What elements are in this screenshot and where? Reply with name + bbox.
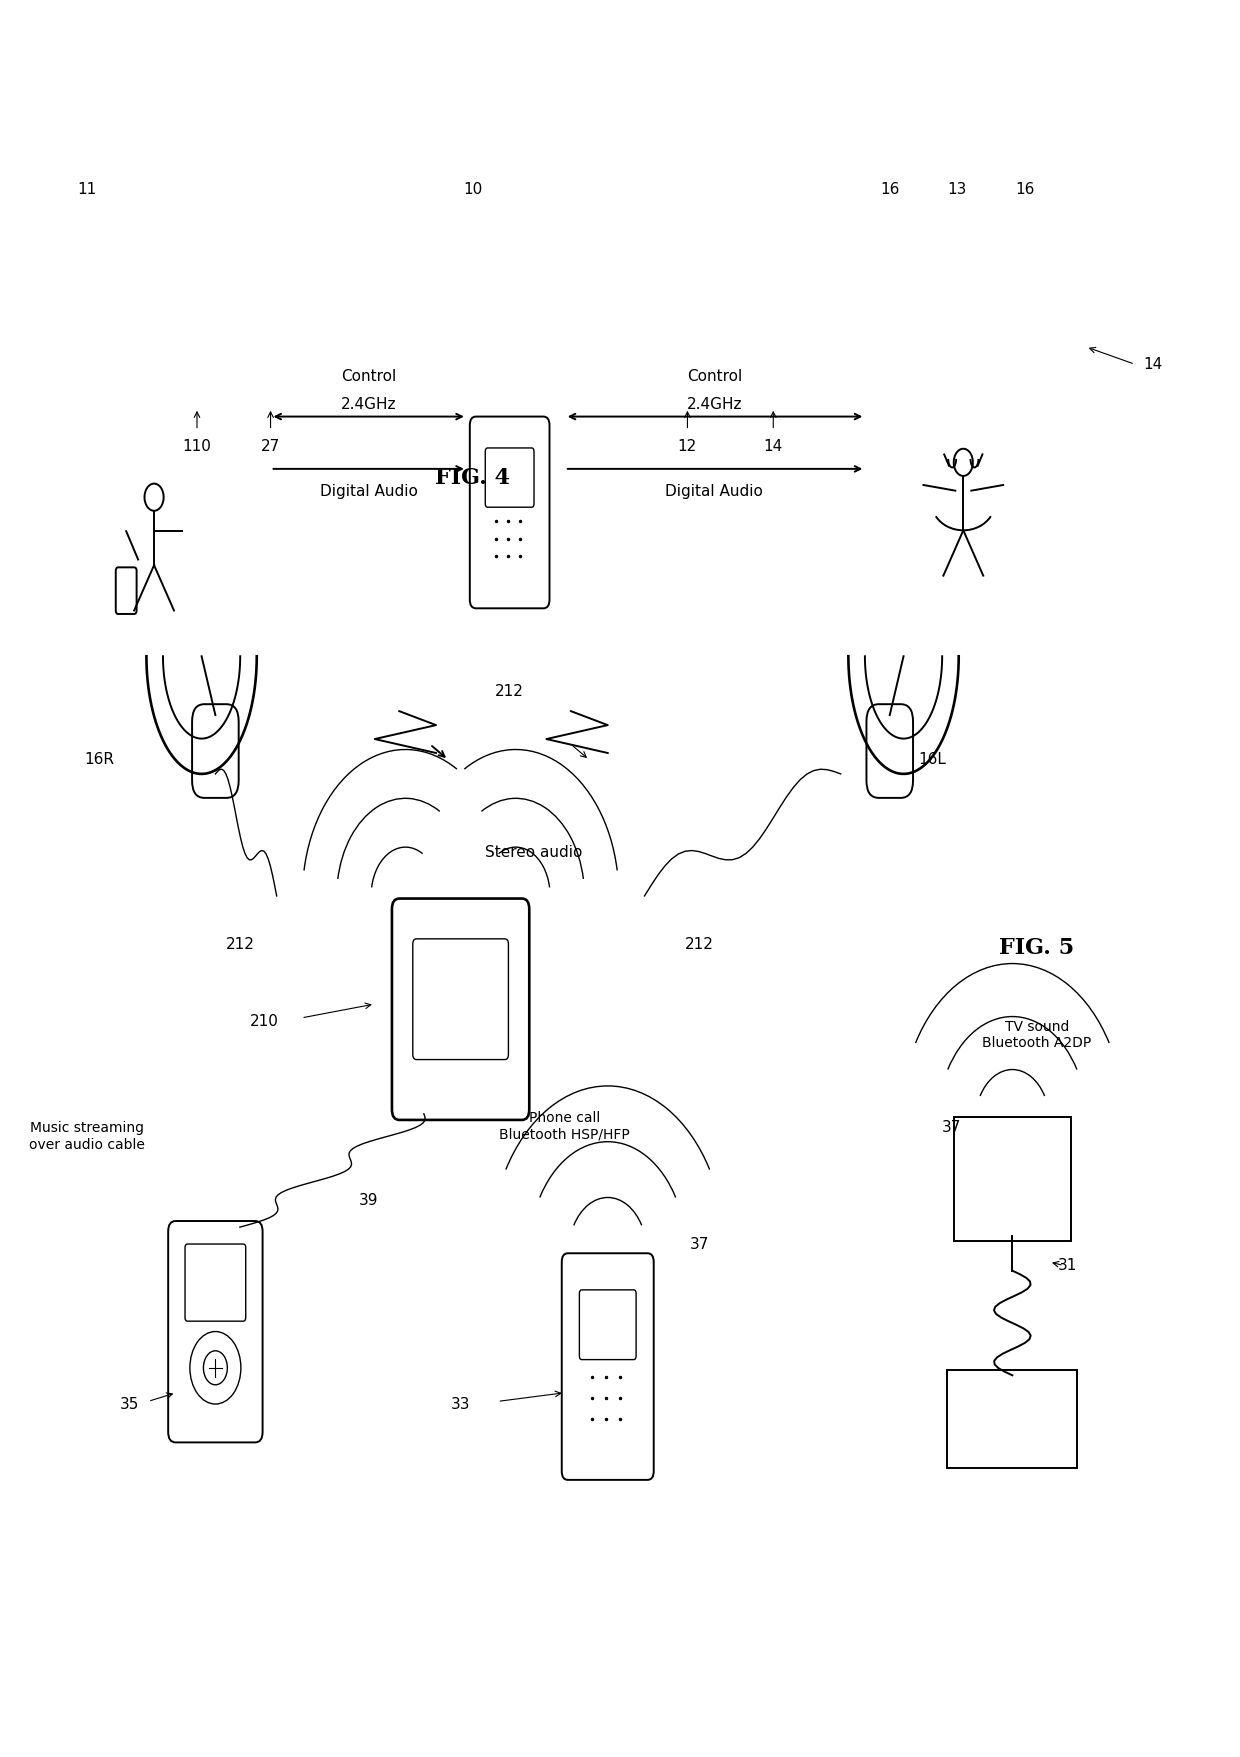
Text: 13: 13: [947, 183, 967, 197]
Text: 16R: 16R: [84, 752, 114, 768]
Text: 12: 12: [678, 439, 697, 453]
Text: 212: 212: [226, 936, 254, 952]
Text: 2.4GHz: 2.4GHz: [341, 397, 397, 411]
Text: Digital Audio: Digital Audio: [320, 483, 418, 499]
Text: 212: 212: [495, 685, 525, 699]
Text: Control: Control: [341, 369, 397, 385]
Text: Phone call
Bluetooth HSP/HFP: Phone call Bluetooth HSP/HFP: [500, 1110, 630, 1140]
Text: 31: 31: [1058, 1258, 1078, 1274]
Text: Control: Control: [687, 369, 742, 385]
Text: 110: 110: [182, 439, 212, 453]
Text: Music streaming
over audio cable: Music streaming over audio cable: [29, 1121, 145, 1151]
Text: 14: 14: [1143, 357, 1163, 372]
Text: 16: 16: [880, 183, 899, 197]
Text: 39: 39: [358, 1193, 378, 1209]
Text: Stereo audio: Stereo audio: [486, 845, 583, 859]
Text: FIG. 4: FIG. 4: [435, 467, 511, 488]
Text: 210: 210: [250, 1014, 279, 1030]
Text: 14: 14: [764, 439, 782, 453]
Text: Digital Audio: Digital Audio: [666, 483, 764, 499]
Text: 10: 10: [464, 183, 482, 197]
Text: 37: 37: [941, 1121, 961, 1135]
Text: 16: 16: [1014, 183, 1034, 197]
Text: 2.4GHz: 2.4GHz: [687, 397, 743, 411]
Text: 35: 35: [120, 1397, 139, 1413]
Text: 11: 11: [77, 183, 97, 197]
Text: 37: 37: [689, 1237, 709, 1253]
Text: TV sound
Bluetooth A2DP: TV sound Bluetooth A2DP: [982, 1021, 1091, 1051]
Text: 27: 27: [260, 439, 280, 453]
Text: 33: 33: [451, 1397, 470, 1413]
Text: 212: 212: [686, 936, 714, 952]
Text: FIG. 5: FIG. 5: [999, 936, 1074, 959]
Text: 16L: 16L: [919, 752, 946, 768]
